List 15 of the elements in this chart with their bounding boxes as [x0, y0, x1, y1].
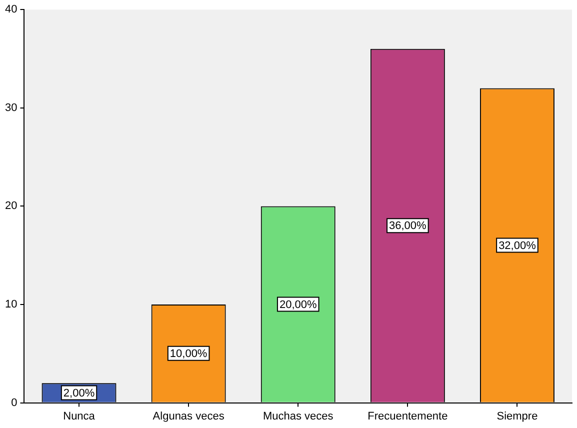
data-label: 32,00%: [498, 240, 536, 252]
y-tick-label: 30: [4, 102, 18, 114]
x-tick-label: Algunas veces: [152, 410, 225, 422]
data-label: 36,00%: [389, 220, 427, 232]
data-label: 10,00%: [170, 348, 208, 360]
x-tick-label: Frecuentemente: [368, 410, 448, 422]
x-tick-label: Siempre: [496, 410, 538, 422]
x-tick-label: Nunca: [63, 410, 96, 422]
y-tick-label: 40: [4, 4, 18, 16]
data-label: 20,00%: [279, 298, 317, 311]
y-tick-label: 20: [4, 200, 18, 212]
x-tick-label: Muchas veces: [262, 410, 334, 422]
y-tick-label: 0: [11, 396, 18, 409]
data-label: 2,00%: [63, 387, 95, 400]
y-tick-label: 10: [4, 298, 18, 311]
